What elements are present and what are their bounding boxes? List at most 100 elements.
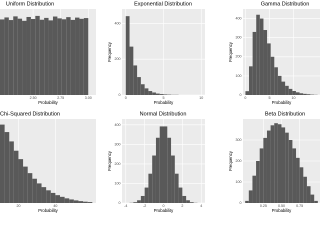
bar xyxy=(277,124,282,203)
chart-title: Chi-Squared Distribution xyxy=(0,111,60,117)
bar xyxy=(263,137,267,203)
x-tick-label: 0 xyxy=(125,96,127,100)
bar xyxy=(306,94,311,95)
bar xyxy=(163,94,168,95)
bar xyxy=(259,148,264,203)
x-tick-label: 0.25 xyxy=(260,204,267,208)
bar xyxy=(83,201,88,203)
bar xyxy=(152,92,156,95)
bar xyxy=(267,43,271,95)
y-tick-label: 100 xyxy=(236,180,242,184)
bar xyxy=(46,190,51,203)
x-axis-title: Probability xyxy=(154,208,174,213)
bar xyxy=(41,187,47,203)
y-tick-label: 300 xyxy=(236,138,242,142)
bar xyxy=(285,132,289,203)
x-tick-label: 2.75 xyxy=(57,96,64,100)
chart-title: Uniform Distribution xyxy=(6,1,54,7)
x-axis-title: Probability xyxy=(272,208,292,213)
x-tick-label: -2 xyxy=(143,204,146,208)
bar xyxy=(178,187,183,203)
chart-grid: 2.50 2.75 3.00 Uniform Distribution Probabil… xyxy=(0,1,320,213)
bar xyxy=(23,166,28,203)
bar xyxy=(248,190,253,203)
bar xyxy=(245,91,250,95)
bar xyxy=(274,67,278,95)
bar xyxy=(159,126,164,203)
bar xyxy=(83,18,89,95)
bar xyxy=(13,150,19,203)
bar xyxy=(30,18,36,95)
y-axis-title: Frequency xyxy=(228,150,233,171)
x-tick-label: 0 xyxy=(244,96,246,100)
x-tick-label: 2 xyxy=(181,204,183,208)
bar xyxy=(245,200,249,203)
bar xyxy=(26,16,31,95)
x-tick-label: 0 xyxy=(163,204,165,208)
bar xyxy=(256,161,260,203)
y-tick-label: 0 xyxy=(240,93,242,97)
y-tick-label: 200 xyxy=(115,162,121,166)
bar xyxy=(249,66,253,95)
y-axis-title: Frequency xyxy=(107,150,112,171)
bar xyxy=(57,18,62,95)
bar xyxy=(4,132,10,203)
bar xyxy=(270,56,275,95)
bar xyxy=(48,20,53,95)
x-tick-label: 0.75 xyxy=(296,204,303,208)
bar xyxy=(129,46,134,95)
bar xyxy=(73,200,79,203)
bar xyxy=(75,17,80,96)
bar xyxy=(36,183,42,203)
bar xyxy=(256,14,260,95)
bar xyxy=(252,31,257,95)
x-tick-label: 10 xyxy=(292,96,296,100)
chart-title: Beta Distribution xyxy=(265,111,305,117)
bar xyxy=(133,65,138,95)
panel: 0 200 400 0 5 10 Exponential Distribution Proba… xyxy=(107,1,205,105)
bar xyxy=(288,88,293,95)
y-tick-label: 400 xyxy=(236,17,242,21)
y-tick-label: 300 xyxy=(236,36,242,40)
bar xyxy=(266,130,271,203)
bar xyxy=(0,124,5,203)
bar xyxy=(186,200,190,203)
x-tick-label: 10 xyxy=(199,96,203,100)
bar xyxy=(17,18,23,95)
y-tick-label: 200 xyxy=(236,159,242,163)
bar xyxy=(288,140,293,203)
x-tick-label: -4 xyxy=(124,204,127,208)
bar xyxy=(281,81,286,95)
y-tick-label: 200 xyxy=(236,55,242,59)
y-tick-label: 0 xyxy=(119,93,121,97)
bar xyxy=(35,15,40,96)
x-tick-label: 0.50 xyxy=(278,204,285,208)
bar xyxy=(167,137,172,203)
bar xyxy=(303,176,307,203)
bar xyxy=(140,84,145,95)
y-tick-label: 0 xyxy=(119,201,121,205)
bar xyxy=(314,200,318,203)
bar xyxy=(285,85,289,95)
bar xyxy=(79,18,84,96)
bar xyxy=(148,91,153,95)
bar xyxy=(299,167,304,203)
bar xyxy=(292,148,297,203)
bar xyxy=(61,19,67,96)
y-tick-label: 0 xyxy=(240,201,242,205)
bar xyxy=(8,20,14,95)
y-tick-label: 400 xyxy=(115,21,121,25)
x-axis-title: Probability xyxy=(38,208,58,213)
bar xyxy=(0,19,5,96)
bar xyxy=(263,30,268,95)
bar xyxy=(125,16,130,96)
bar xyxy=(144,88,149,95)
bar xyxy=(299,93,304,95)
panel: 2.50 2.75 3.00 Uniform Distribution Probabil… xyxy=(0,1,96,105)
x-tick-label: 3.00 xyxy=(85,96,92,100)
y-tick-label: 300 xyxy=(115,142,121,146)
bar xyxy=(60,196,65,203)
y-tick-label: 400 xyxy=(115,123,121,127)
bar xyxy=(39,19,45,95)
bar xyxy=(9,141,14,203)
